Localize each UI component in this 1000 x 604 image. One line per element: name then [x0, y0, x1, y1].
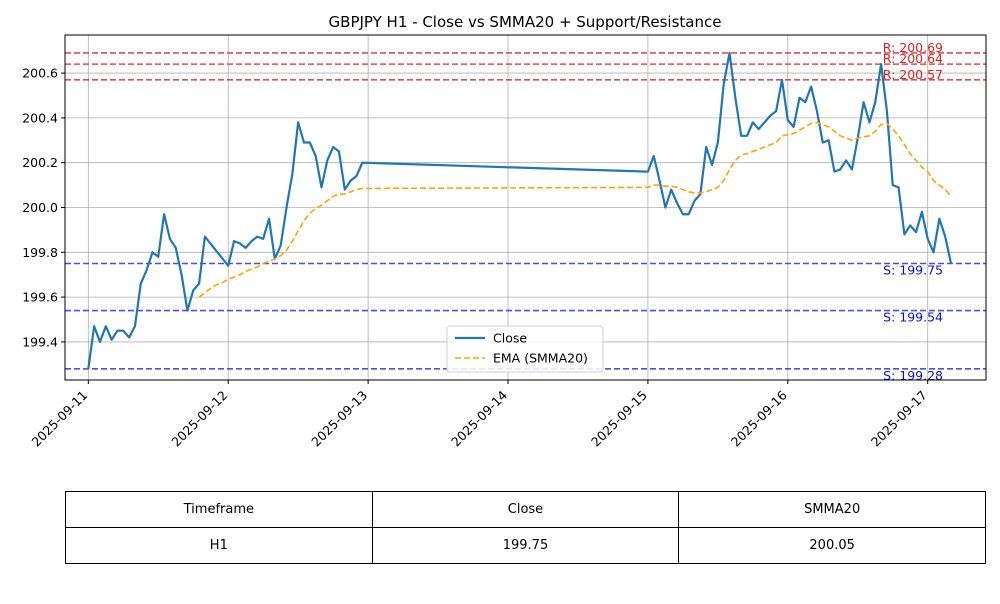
summary-table-row: H1 199.75 200.05 [65, 527, 986, 564]
cell-close: 199.75 [371, 527, 680, 564]
chart-title: GBPJPY H1 - Close vs SMMA20 + Support/Re… [329, 13, 722, 31]
smma20-line [198, 121, 952, 298]
plot-frame [64, 34, 987, 381]
support-label: S: 199.54 [883, 310, 943, 325]
y-tick-label: 200.6 [22, 66, 58, 81]
legend-label-close: Close [493, 331, 527, 346]
resistance-label: R: 200.57 [883, 67, 943, 82]
x-tick-label: 2025-09-15 [588, 388, 650, 450]
x-tick-label: 2025-09-14 [448, 387, 510, 449]
y-tick-label: 199.6 [22, 290, 58, 305]
cell-timeframe: H1 [65, 527, 373, 564]
header-timeframe: Timeframe [65, 491, 373, 528]
legend: Close EMA (SMMA20) [446, 325, 604, 373]
x-tick-label: 2025-09-12 [168, 388, 230, 450]
support-label: S: 199.75 [883, 263, 943, 278]
x-tick-label: 2025-09-13 [308, 388, 370, 450]
y-tick-label: 199.8 [22, 245, 58, 260]
close-line [87, 51, 953, 369]
legend-frame [446, 325, 604, 373]
header-close: Close [371, 491, 680, 528]
axes: 2025-09-11 2025-09-12 2025-09-13 2025-09-14… [22, 34, 987, 450]
series-lines [87, 51, 953, 369]
y-tick-label: 200.0 [22, 200, 58, 215]
y-tick-label: 200.2 [22, 155, 58, 170]
summary-table-header-row: Timeframe Close SMMA20 [65, 491, 986, 528]
x-tick-label: 2025-09-17 [868, 388, 930, 450]
legend-label-smma: EMA (SMMA20) [493, 351, 588, 366]
y-tick-label: 199.4 [22, 334, 58, 349]
x-tick-label: 2025-09-11 [28, 388, 90, 450]
y-tick-label: 200.4 [22, 110, 58, 125]
resistance-label: R: 200.64 [883, 51, 943, 66]
resistance-label: R: 200.69 [883, 40, 943, 55]
support-label: S: 199.28 [883, 368, 943, 383]
cell-smma20: 200.05 [678, 527, 986, 564]
summary-table: Timeframe Close SMMA20 H1 199.75 200.05 [65, 491, 986, 564]
header-smma20: SMMA20 [678, 491, 986, 528]
x-tick-label: 2025-09-16 [728, 387, 790, 449]
